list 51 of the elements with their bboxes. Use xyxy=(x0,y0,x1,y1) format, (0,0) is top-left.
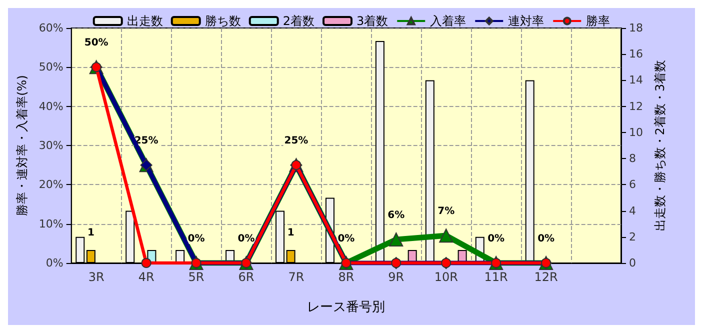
legend-label: 勝率 xyxy=(586,14,610,28)
data-label: 7% xyxy=(438,206,455,218)
y2-tick-label: 8 xyxy=(629,152,636,166)
point xyxy=(439,228,454,243)
x-tick-label: 9R xyxy=(388,270,404,284)
y2-tick-label: 12 xyxy=(629,100,643,113)
y2-tick-label: 0 xyxy=(629,256,636,270)
data-label: 25% xyxy=(284,136,308,147)
x-tick-label: 7R xyxy=(288,270,304,284)
legend-label: 連対率 xyxy=(508,14,544,28)
data-label: 0% xyxy=(488,234,505,244)
x-tick-label: 5R xyxy=(188,270,204,284)
x-tick-label: 3R xyxy=(88,270,104,284)
x-tick-label: 10R xyxy=(434,270,458,284)
data-label: 1 xyxy=(287,227,294,238)
data-label: 1 xyxy=(87,227,94,238)
x-tick-label: 12R xyxy=(534,270,558,284)
y2-tick-label: 14 xyxy=(629,74,643,87)
data-label: 50% xyxy=(84,38,108,49)
data-label: 0% xyxy=(538,234,555,244)
legend-label: 勝ち数 xyxy=(204,14,241,28)
y2-tick-label: 16 xyxy=(629,48,643,61)
y2-tick-label: 10 xyxy=(629,126,643,139)
y-tick-label: 50% xyxy=(38,60,64,74)
x-tick-label: 8R xyxy=(338,270,354,284)
x-tick-label: 6R xyxy=(238,270,254,284)
x-tick-label: 11R xyxy=(484,270,508,284)
legend-label: 出走数 xyxy=(126,14,163,28)
data-label: 0% xyxy=(338,234,355,244)
x-tick-label: 4R xyxy=(138,270,154,284)
y-tick-label: 0% xyxy=(46,256,64,270)
data-label: 6% xyxy=(388,210,405,221)
y-tick-label: 30% xyxy=(38,139,64,152)
y-tick-label: 40% xyxy=(38,100,64,113)
y2-tick-label: 6 xyxy=(629,178,636,192)
legend-label: 入着率 xyxy=(430,14,466,28)
y-axis-title: 勝率・連対率・入着率(%) xyxy=(15,75,29,216)
y2-tick-label: 2 xyxy=(629,230,636,244)
data-label: 0% xyxy=(188,234,205,244)
point xyxy=(141,258,152,268)
point xyxy=(389,232,404,246)
y2-tick-label: 18 xyxy=(629,22,643,34)
y-tick-label: 10% xyxy=(38,217,64,230)
y-tick-label: 60% xyxy=(38,22,64,34)
y2-axis-title: 出走数・勝ち数・2着数・3着数 xyxy=(652,60,667,232)
legend-label: 3着数 xyxy=(356,14,388,28)
x-axis-title: レース番号別 xyxy=(307,300,386,315)
legend-label: 2着数 xyxy=(282,14,315,28)
data-label: 0% xyxy=(238,234,255,244)
y2-tick-label: 4 xyxy=(629,204,636,218)
y-tick-label: 20% xyxy=(38,178,64,192)
